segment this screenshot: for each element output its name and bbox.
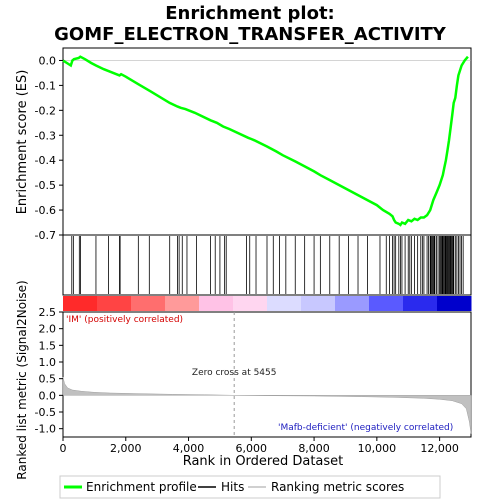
es-y-axis-label: Enrichment score (ES) (15, 70, 30, 215)
metric-y-tick-label: 2.5 (39, 306, 57, 319)
x-tick-label: 6,000 (236, 442, 268, 455)
ranking-metric-area (62, 376, 472, 434)
heat-bar-segment (63, 296, 98, 311)
heat-bar-segment (267, 296, 302, 311)
x-tick-label: 4,000 (173, 442, 205, 455)
heat-bar-segment (335, 296, 370, 311)
legend-ranking-metric-label: Ranking metric scores (271, 480, 404, 494)
x-tick-label: 2,000 (110, 442, 142, 455)
es-y-tick-label: -0.1 (35, 79, 56, 92)
legend-hits-label: Hits (221, 480, 244, 494)
chart-title-line2: GOMF_ELECTRON_TRANSFER_ACTIVITY (54, 24, 447, 45)
heat-bar-segment (301, 296, 336, 311)
x-axis-label: Rank in Ordered Dataset (183, 454, 344, 469)
heat-bar-segment (403, 296, 438, 311)
metric-y-tick-label: 1.5 (39, 339, 57, 352)
heat-bar-segment (97, 296, 132, 311)
metric-panel-frame (62, 311, 472, 438)
es-y-tick-label: -0.5 (35, 179, 56, 192)
es-y-tick-label: -0.6 (35, 204, 56, 217)
heat-bar-segment (437, 296, 472, 311)
positive-correlation-label: 'IM' (positively correlated) (66, 315, 183, 325)
x-tick-label: 8,000 (298, 442, 330, 455)
metric-y-tick-label: 2.0 (39, 323, 57, 336)
x-tick-label: 12,000 (420, 442, 459, 455)
metric-y-axis: 2.5 2.0 1.5 1.0 0.5 0.0 -0.5 -1.0 (35, 306, 63, 436)
heat-bar-segment (369, 296, 404, 311)
chart-title-line1: Enrichment plot: (165, 3, 335, 24)
metric-y-axis-label: Ranked list metric (Signal2Noise) (15, 280, 29, 479)
es-y-axis: 0.0 -0.1 -0.2 -0.3 -0.4 -0.5 -0.6 -0.7 (35, 54, 63, 242)
es-y-tick-label: 0.0 (39, 54, 57, 67)
rank-heat-bar (63, 296, 472, 311)
negative-correlation-label: 'Mafb-deficient' (negatively correlated) (278, 423, 453, 433)
metric-y-tick-label: 0.0 (39, 389, 57, 402)
zero-cross-label: Zero cross at 5455 (192, 368, 277, 378)
metric-y-tick-label: -1.0 (35, 423, 56, 436)
heat-bar-segment (165, 296, 200, 311)
metric-y-tick-label: 0.5 (39, 373, 57, 386)
es-y-tick-label: -0.7 (35, 229, 56, 242)
x-tick-label: 10,000 (358, 442, 397, 455)
hit-marks (71, 236, 464, 294)
x-axis: 0 2,000 4,000 6,000 8,000 10,000 12,000 (60, 437, 459, 455)
heat-bar-segment (199, 296, 234, 311)
metric-y-tick-label: 1.0 (39, 356, 57, 369)
heat-bar-segment (131, 296, 166, 311)
es-y-tick-label: -0.2 (35, 104, 56, 117)
enrichment-profile-line (62, 55, 469, 227)
es-y-tick-label: -0.4 (35, 154, 56, 167)
es-y-tick-label: -0.3 (35, 129, 56, 142)
x-tick-label: 0 (60, 442, 67, 455)
metric-y-tick-label: -0.5 (35, 406, 56, 419)
heat-bar-segment (233, 296, 268, 311)
legend-enrichment-profile-label: Enrichment profile (86, 480, 197, 494)
